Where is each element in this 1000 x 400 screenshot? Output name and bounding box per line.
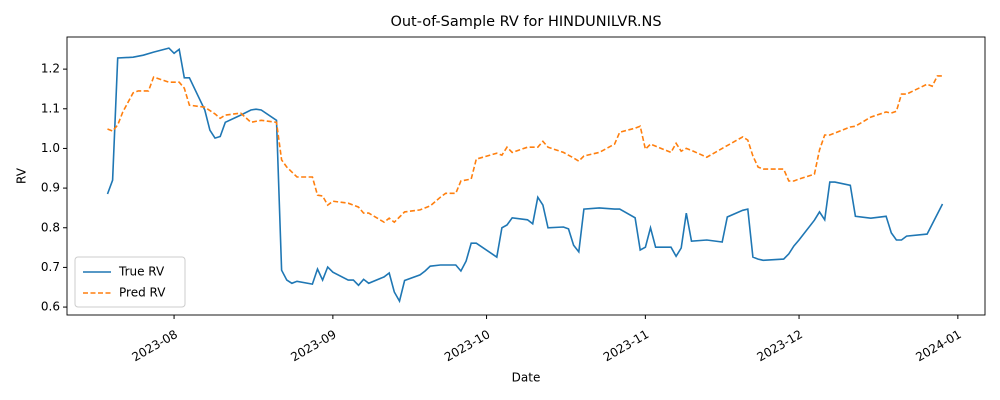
legend-label: Pred RV xyxy=(119,286,166,300)
y-tick-label: 1.1 xyxy=(41,101,60,115)
x-tick-label: 2023-10 xyxy=(442,327,492,364)
x-tick-label: 2023-08 xyxy=(130,327,180,364)
y-tick-label: 0.9 xyxy=(41,181,60,195)
legend: True RV Pred RV xyxy=(74,256,186,308)
line-series xyxy=(107,75,943,224)
line-series xyxy=(106,47,944,304)
x-tick-label: 2023-11 xyxy=(601,327,651,364)
y-tick-label: 0.7 xyxy=(41,260,60,274)
legend-box xyxy=(74,256,186,308)
y-tick-label: 0.8 xyxy=(41,220,60,234)
y-tick-label: 1.2 xyxy=(41,62,60,76)
plot-frame xyxy=(66,36,986,316)
chart-title: Out-of-Sample RV for HINDUNILVR.NS xyxy=(390,14,661,30)
x-tick-label: 2023-09 xyxy=(288,327,338,364)
y-tick-label: 1.0 xyxy=(41,141,60,155)
x-axis-label: Date xyxy=(512,371,541,385)
x-tick-label: 2024-01 xyxy=(913,327,963,364)
y-tick-label: 0.6 xyxy=(41,300,60,314)
x-tick-label: 2023-12 xyxy=(755,327,805,364)
legend-label: True RV xyxy=(118,265,165,279)
y-axis-label: RV xyxy=(15,167,29,184)
